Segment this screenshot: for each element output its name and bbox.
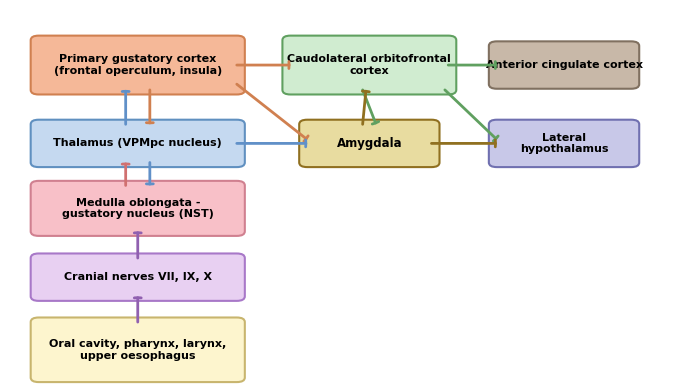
FancyBboxPatch shape — [31, 181, 245, 236]
FancyBboxPatch shape — [31, 254, 245, 301]
Text: Medulla oblongata -
gustatory nucleus (NST): Medulla oblongata - gustatory nucleus (N… — [62, 198, 214, 219]
Text: Lateral
hypothalamus: Lateral hypothalamus — [520, 133, 608, 154]
Text: Cranial nerves VII, IX, X: Cranial nerves VII, IX, X — [64, 272, 212, 282]
Text: Thalamus (VPMpc nucleus): Thalamus (VPMpc nucleus) — [53, 138, 222, 149]
FancyBboxPatch shape — [31, 35, 245, 94]
Text: Anterior cingulate cortex: Anterior cingulate cortex — [486, 60, 643, 70]
Text: Amygdala: Amygdala — [336, 137, 402, 150]
Text: Oral cavity, pharynx, larynx,
upper oesophagus: Oral cavity, pharynx, larynx, upper oeso… — [49, 339, 226, 361]
FancyBboxPatch shape — [489, 120, 639, 167]
Text: Caudolateral orbitofrontal
cortex: Caudolateral orbitofrontal cortex — [288, 54, 451, 76]
FancyBboxPatch shape — [31, 120, 245, 167]
FancyBboxPatch shape — [489, 41, 639, 89]
FancyBboxPatch shape — [282, 35, 456, 94]
FancyBboxPatch shape — [31, 317, 245, 382]
Text: Primary gustatory cortex
(frontal operculum, insula): Primary gustatory cortex (frontal opercu… — [53, 54, 222, 76]
FancyBboxPatch shape — [299, 120, 440, 167]
